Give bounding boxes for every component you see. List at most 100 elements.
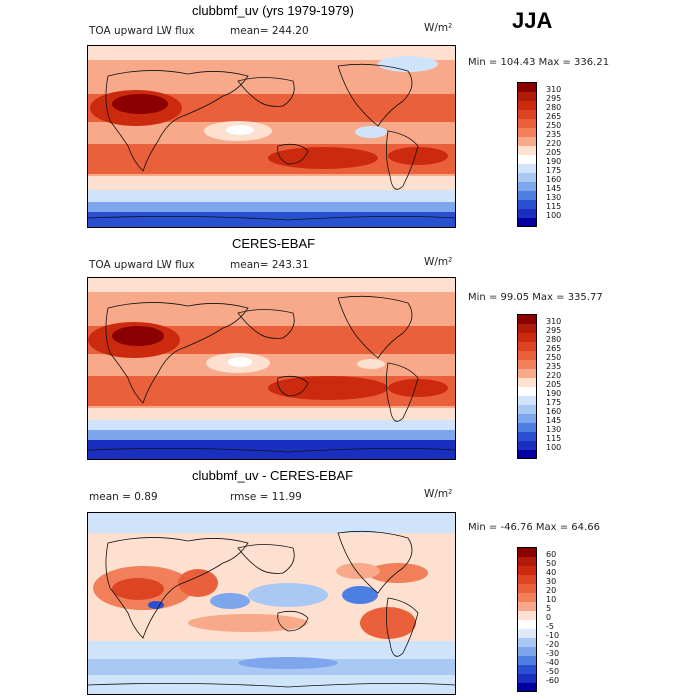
panel1-colorbar-swatch xyxy=(518,146,536,155)
panel2-colorbar-swatch xyxy=(518,450,536,458)
panel2-colorbar-label: 175 xyxy=(546,398,562,407)
panel1-colorbar-label: 295 xyxy=(546,94,562,103)
panel3-colorbar-label: -5 xyxy=(546,622,554,631)
panel1-field-label: TOA upward LW flux xyxy=(89,25,195,37)
panel1-map xyxy=(87,45,456,228)
panel3-colorbar-swatch xyxy=(518,548,536,557)
panel2-colorbar-label: 235 xyxy=(546,362,562,371)
panel1-colorbar-label: 130 xyxy=(546,193,562,202)
panel3-colorbar-label: 30 xyxy=(546,577,557,586)
panel3-colorbar-label: 5 xyxy=(546,604,552,613)
panel3-colorbar-swatch xyxy=(518,638,536,647)
panel3-colorbar-swatch xyxy=(518,656,536,665)
panel1-colorbar-swatch xyxy=(518,155,536,164)
panel2-colorbar xyxy=(517,314,537,459)
panel1-colorbar-label: 160 xyxy=(546,175,562,184)
panel3-colorbar-swatch xyxy=(518,647,536,656)
season-label: JJA xyxy=(512,8,553,33)
panel1-colorbar-swatch xyxy=(518,119,536,128)
panel2-colorbar-swatch xyxy=(518,342,536,351)
panel3-colorbar-swatch xyxy=(518,575,536,584)
panel3-units: W/m² xyxy=(424,488,453,500)
panel3-colorbar-label: 60 xyxy=(546,550,557,559)
panel2-colorbar-swatch xyxy=(518,360,536,369)
panel2-colorbar-label: 145 xyxy=(546,416,562,425)
panel2-field-label: TOA upward LW flux xyxy=(89,259,195,271)
panel2-colorbar-swatch xyxy=(518,396,536,405)
panel1-colorbar-label: 115 xyxy=(546,202,562,211)
panel3-colorbar-label: 0 xyxy=(546,613,552,622)
panel2-colorbar-label: 295 xyxy=(546,326,562,335)
panel2-colorbar-swatch xyxy=(518,324,536,333)
panel1-min-max: Min = 104.43 Max = 336.21 xyxy=(468,57,610,68)
panel2-colorbar-swatch xyxy=(518,423,536,432)
panel1-colorbar-label: 250 xyxy=(546,121,562,130)
panel1-colorbar-swatch xyxy=(518,110,536,119)
panel3-colorbar-swatch xyxy=(518,683,536,691)
panel3-colorbar-label: -30 xyxy=(546,649,560,658)
panel1-colorbar-label: 190 xyxy=(546,157,562,166)
panel2-units: W/m² xyxy=(424,256,453,268)
panel2-colorbar-label: 265 xyxy=(546,344,562,353)
panel3-colorbar-swatch xyxy=(518,629,536,638)
panel1-colorbar-label: 175 xyxy=(546,166,562,175)
panel3-colorbar-swatch xyxy=(518,584,536,593)
panel2-colorbar-label: 205 xyxy=(546,380,562,389)
panel3-min-max: Min = -46.76 Max = 64.66 xyxy=(468,522,600,533)
panel2-colorbar-swatch xyxy=(518,315,536,324)
panel3-colorbar-swatch xyxy=(518,674,536,683)
panel1-colorbar-swatch xyxy=(518,137,536,146)
panel1-units: W/m² xyxy=(424,22,453,34)
panel2-colorbar-swatch xyxy=(518,369,536,378)
panel2-colorbar-label: 190 xyxy=(546,389,562,398)
panel2-colorbar-swatch xyxy=(518,387,536,396)
panel2-mean: mean= 243.31 xyxy=(230,259,309,271)
panel3-colorbar-swatch xyxy=(518,557,536,566)
panel2-title: CERES-EBAF xyxy=(232,236,316,251)
panel2-colorbar-label: 220 xyxy=(546,371,562,380)
panel3-colorbar-swatch xyxy=(518,665,536,674)
panel2-colorbar-swatch xyxy=(518,378,536,387)
panel1-colorbar-label: 205 xyxy=(546,148,562,157)
panel1-colorbar-swatch xyxy=(518,209,536,218)
panel3-map xyxy=(87,512,456,695)
panel3-colorbar-label: 10 xyxy=(546,595,557,604)
panel2-map xyxy=(87,277,456,460)
panel1-colorbar-swatch xyxy=(518,101,536,110)
panel1-colorbar-swatch xyxy=(518,92,536,101)
panel1-mean: mean= 244.20 xyxy=(230,25,309,37)
panel3-colorbar-label: -50 xyxy=(546,667,560,676)
panel3-colorbar-label: 50 xyxy=(546,559,557,568)
panel3-colorbar-swatch xyxy=(518,620,536,629)
panel1-colorbar-swatch xyxy=(518,128,536,137)
panel1-colorbar-label: 235 xyxy=(546,130,562,139)
panel3-rmse: rmse = 11.99 xyxy=(230,491,302,503)
panel3-colorbar-swatch xyxy=(518,593,536,602)
panel3-colorbar-swatch xyxy=(518,602,536,611)
panel1-colorbar-label: 100 xyxy=(546,211,562,220)
panel2-colorbar-label: 100 xyxy=(546,443,562,452)
panel1-colorbar-swatch xyxy=(518,164,536,173)
panel1-colorbar-label: 280 xyxy=(546,103,562,112)
panel1-colorbar-swatch xyxy=(518,173,536,182)
panel1-colorbar-swatch xyxy=(518,191,536,200)
panel3-colorbar-label: -40 xyxy=(546,658,560,667)
panel2-colorbar-label: 115 xyxy=(546,434,562,443)
panel2-colorbar-label: 310 xyxy=(546,317,562,326)
panel3-colorbar-swatch xyxy=(518,611,536,620)
panel3-colorbar-label: -60 xyxy=(546,676,560,685)
panel2-colorbar-swatch xyxy=(518,414,536,423)
panel3-colorbar-label: 40 xyxy=(546,568,557,577)
panel3-colorbar-swatch xyxy=(518,566,536,575)
panel2-colorbar-label: 250 xyxy=(546,353,562,362)
panel2-colorbar-swatch xyxy=(518,333,536,342)
panel1-colorbar-label: 145 xyxy=(546,184,562,193)
panel3-mean: mean = 0.89 xyxy=(89,491,158,503)
panel1-colorbar-swatch xyxy=(518,218,536,226)
panel2-colorbar-label: 280 xyxy=(546,335,562,344)
panel2-colorbar-swatch xyxy=(518,441,536,450)
panel3-colorbar xyxy=(517,547,537,692)
panel1-colorbar-label: 310 xyxy=(546,85,562,94)
panel2-min-max: Min = 99.05 Max = 335.77 xyxy=(468,292,603,303)
panel3-colorbar-label: -20 xyxy=(546,640,560,649)
